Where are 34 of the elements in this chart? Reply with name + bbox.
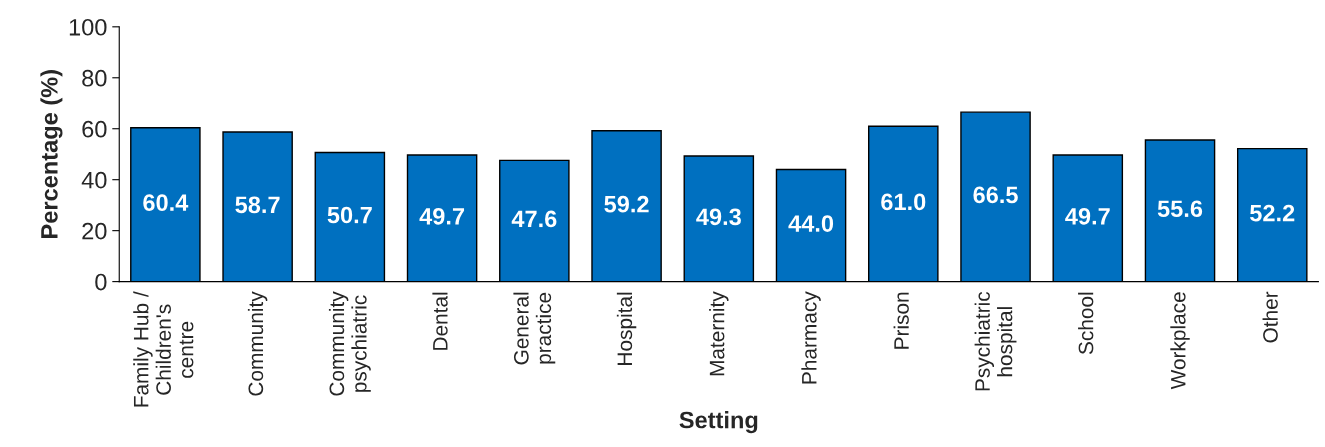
- data-label: 58.7: [235, 196, 280, 214]
- y-tick-label: 20: [82, 222, 107, 240]
- x-tick-label: General practice: [513, 292, 556, 365]
- x-axis-title: Setting: [679, 411, 758, 434]
- data-label: 47.6: [511, 210, 557, 228]
- data-label: 61.0: [881, 193, 926, 211]
- x-tick-label: Other: [1262, 291, 1278, 343]
- data-label: 60.4: [143, 194, 189, 211]
- y-tick-label: 100: [69, 18, 107, 36]
- data-label: 50.7: [327, 206, 372, 224]
- x-tick-label: School: [1078, 292, 1094, 355]
- data-label: 66.5: [973, 186, 1018, 204]
- y-tick-label: 60: [82, 120, 107, 138]
- data-label: 44.0: [788, 215, 834, 232]
- x-tick-label: Workplace: [1170, 292, 1190, 390]
- x-tick-label: Community psychiatric: [328, 291, 371, 396]
- x-tick-label: Family Hub / Children's centre: [133, 291, 194, 407]
- x-tick-label: Psychiatric hospital: [974, 291, 1017, 391]
- x-tick-label: Dental: [432, 292, 448, 350]
- data-label: 49.7: [419, 207, 465, 225]
- y-tick-label: 0: [95, 273, 107, 291]
- x-tick-label: Prison: [893, 292, 909, 349]
- y-axis-title: Percentage (%): [40, 70, 63, 238]
- x-tick-label: Pharmacy: [801, 291, 821, 384]
- x-tick-label: Hospital: [616, 292, 637, 365]
- x-tick-label: Maternity: [709, 291, 729, 376]
- y-tick-label: 40: [81, 171, 107, 189]
- data-label: 59.2: [604, 195, 649, 213]
- y-tick-label: 80: [82, 69, 107, 87]
- data-label: 55.6: [1157, 200, 1203, 218]
- data-label: 49.7: [1065, 207, 1110, 225]
- data-label: 49.3: [696, 208, 741, 226]
- x-tick-label: Community: [247, 291, 268, 396]
- data-label: 52.2: [1250, 204, 1295, 222]
